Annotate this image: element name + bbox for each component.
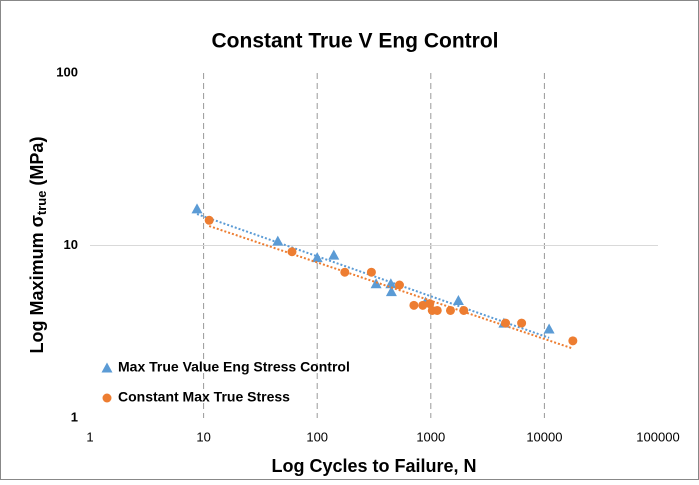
point [425,299,435,309]
point [501,318,511,328]
y-tick-label: 1 [71,409,78,424]
y-label-main: Log Maximum σ [27,215,47,353]
x-tick-label: 1 [86,429,93,444]
chart-title: Constant True V Eng Control [212,30,499,53]
x-tick-label: 10000 [526,429,562,444]
x-tick-label: 10 [196,429,210,444]
legend-marker [102,393,112,403]
y-label-end: (MPa) [27,137,47,186]
y-tick-label: 100 [56,64,78,79]
point [340,267,350,277]
point [328,249,340,260]
legend-label: Constant Max True Stress [118,389,290,405]
legend-label: Max True Value Eng Stress Control [118,359,350,375]
point [311,252,323,263]
point [418,300,428,310]
legend-marker [101,362,113,373]
point [452,294,464,305]
point [272,235,284,246]
x-tick-label: 1000 [416,429,445,444]
point [409,300,419,310]
x-tick-label: 100000 [636,429,679,444]
y-label-sub: true [34,191,49,216]
y-tick-label: 10 [64,237,78,252]
x-axis-label: Log Cycles to Failure, N [271,456,476,476]
point [543,323,555,334]
point [432,305,442,315]
point [445,305,455,315]
point [568,336,578,346]
x-tick-label: 100 [306,429,328,444]
point [394,280,404,290]
point [287,247,297,257]
point [517,318,527,328]
y-axis-label: Log Maximum σtrue (MPa) [27,137,50,354]
point [459,305,469,315]
point [204,215,214,225]
point [366,267,376,277]
point [385,286,397,297]
point [191,203,203,214]
